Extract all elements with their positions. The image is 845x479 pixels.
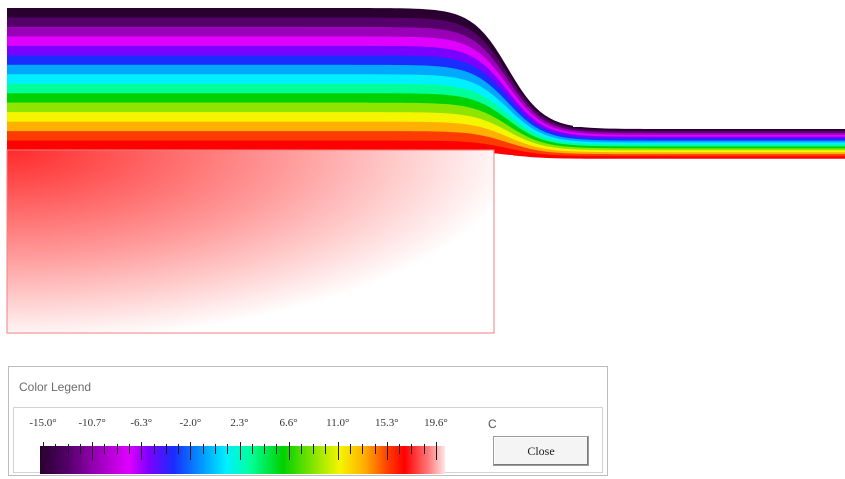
major-tick-mark	[386, 442, 388, 460]
minor-tick-mark	[165, 444, 167, 454]
tick-label: -15.0°	[29, 417, 57, 429]
major-tick-mark	[337, 442, 339, 460]
minor-tick-mark	[178, 444, 180, 454]
isotherm-band-7	[7, 64, 845, 144]
tick-label: -10.7°	[78, 417, 106, 429]
tick-label: 11.0°	[326, 417, 350, 429]
major-tick-mark	[43, 442, 44, 460]
major-tick-mark	[92, 442, 94, 460]
minor-tick-mark	[153, 444, 155, 454]
isotherm-band-11	[7, 102, 845, 152]
major-tick-mark	[190, 442, 192, 460]
minor-tick-mark	[300, 444, 302, 454]
isotherm-band-8	[7, 74, 845, 146]
minor-tick-mark	[399, 444, 401, 454]
minor-tick-mark	[79, 444, 81, 454]
tick-label: 19.6°	[424, 417, 448, 429]
temperature-contour-plot	[6, 8, 845, 334]
tick-label: -6.3°	[130, 417, 153, 429]
minor-tick-mark	[128, 444, 130, 454]
unit-label: C	[488, 417, 497, 431]
minor-tick-mark	[276, 444, 278, 454]
minor-tick-mark	[202, 444, 204, 454]
tick-label: -2.0°	[179, 417, 202, 429]
minor-tick-mark	[411, 444, 413, 454]
isotherm-band-10	[7, 93, 845, 150]
temperature-isotherm-bands	[7, 8, 845, 159]
minor-tick-mark	[251, 444, 253, 454]
minor-tick-mark	[423, 444, 425, 454]
color-legend-dialog: Color Legend -15.0° -10.7° -6.3° -2.0° 2.3° 6…	[8, 366, 608, 476]
major-tick-mark	[141, 442, 143, 460]
isotherm-band-13	[7, 121, 845, 155]
color-scale-bar	[40, 446, 445, 474]
minor-tick-mark	[55, 444, 57, 454]
isotherm-band-14	[7, 131, 845, 157]
minor-tick-mark	[67, 444, 69, 454]
close-button[interactable]: Close	[493, 436, 589, 466]
minor-tick-mark	[227, 444, 229, 454]
minor-tick-mark	[116, 444, 118, 454]
warm-interior-region	[6, 149, 495, 334]
minor-tick-mark	[362, 444, 364, 454]
minor-tick-mark	[325, 444, 327, 454]
minor-tick-mark	[264, 444, 266, 454]
minor-tick-mark	[104, 444, 106, 454]
major-tick-mark	[288, 442, 290, 460]
tick-label: 15.3°	[375, 417, 399, 429]
minor-tick-mark	[350, 444, 352, 454]
tick-label: 6.6°	[279, 417, 298, 429]
isotherm-band-9	[7, 83, 845, 148]
isotherm-band-5	[7, 45, 845, 140]
isotherm-band-6	[7, 55, 845, 142]
major-tick-mark	[436, 442, 437, 460]
tick-label: 2.3°	[230, 417, 249, 429]
dialog-title: Color Legend	[19, 380, 92, 394]
minor-tick-mark	[214, 444, 216, 454]
minor-tick-mark	[313, 444, 315, 454]
minor-tick-mark	[374, 444, 376, 454]
major-tick-mark	[239, 442, 241, 460]
